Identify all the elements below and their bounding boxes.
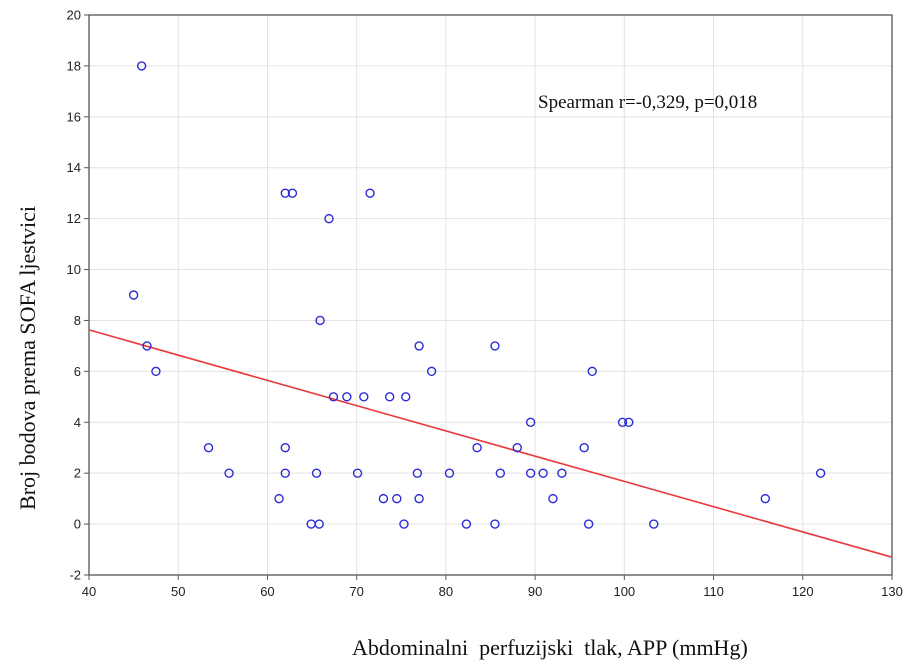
data-point [579,443,589,453]
y-axis-title: Broj bodova prema SOFA ljestvici [15,206,40,510]
data-point [490,519,500,529]
y-tick-label: 6 [74,364,81,379]
data-point [760,493,771,504]
data-point [617,417,628,427]
data-point [342,392,352,402]
plot-area-border [88,14,893,576]
data-point [399,519,409,529]
y-tick-label: 8 [74,313,81,328]
data-point [324,213,334,224]
data-point [587,366,597,377]
grid-lines [88,14,893,576]
data-point [495,468,506,478]
data-point [414,493,424,504]
data-point [426,366,437,377]
data-point [151,366,161,377]
data-point [352,468,363,478]
data-point [280,188,290,198]
data-point [583,519,594,529]
data-point [815,468,826,478]
x-tick-label: 110 [703,584,724,599]
data-point [461,519,472,529]
data-point [557,468,567,478]
data-point [412,468,423,478]
data-point [203,443,214,453]
x-tick-label: 70 [349,584,363,599]
data-point [287,188,298,198]
x-tick-label: 50 [171,584,185,599]
data-point [525,417,536,427]
x-axis-title: Abdominalni perfuzijski tlak, APP (mmHg) [352,635,748,660]
x-tick-label: 120 [792,584,814,599]
data-point [378,493,389,504]
data-point [280,443,290,453]
data-point [649,519,659,529]
data-point [136,61,147,71]
data-point [280,468,290,478]
data-point [315,315,325,326]
y-tick-label: -2 [69,568,81,583]
x-tick-label: 130 [881,584,903,599]
data-point [224,468,234,478]
data-point [274,493,284,504]
data-point [328,392,339,402]
y-tick-label: 14 [67,160,81,175]
data-point [624,417,634,427]
data-point [392,493,402,504]
spearman-annotation: Spearman r=-0,329, p=0,018 [538,92,757,113]
data-point [548,493,558,504]
y-tick-label: 18 [67,58,81,73]
x-tick-label: 60 [260,584,274,599]
data-point [512,443,522,453]
data-point [414,341,424,351]
y-tick-label: 4 [74,415,81,430]
data-point [142,341,152,351]
data-point [490,341,500,351]
data-point [365,188,375,198]
data-point [128,290,139,300]
data-point [384,392,395,402]
x-tick-label: 90 [528,584,542,599]
data-point [359,392,369,402]
y-tick-label: 12 [67,211,81,226]
y-tick-label: 0 [74,517,81,532]
y-axis: -2 0 2 4 6 8 10 12 14 16 18 20 [67,8,89,583]
data-point [311,468,322,478]
regression-line [88,329,893,558]
y-tick-label: 16 [67,109,81,124]
y-tick-label: 2 [74,466,81,481]
data-points [128,61,826,529]
data-point [444,468,455,478]
data-point [538,468,548,478]
y-tick-label: 20 [67,8,81,23]
data-point [472,443,482,453]
data-point [314,519,324,529]
data-point [401,392,411,402]
x-tick-label: 80 [439,584,453,599]
data-point [525,468,536,478]
x-tick-label: 100 [613,584,635,599]
x-tick-label: 40 [82,584,96,599]
y-tick-label: 10 [67,262,81,277]
x-axis: 40 50 60 70 80 90 100 110 120 130 [82,575,903,599]
